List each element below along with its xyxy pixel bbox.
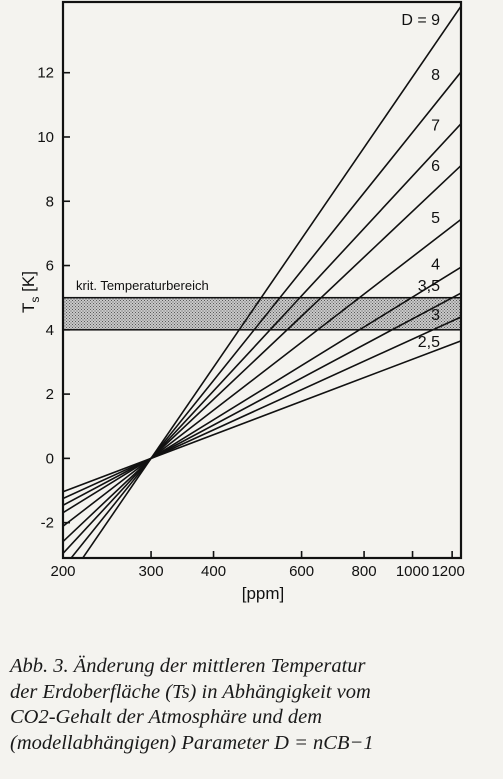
y-tick-label: 8 — [46, 193, 54, 210]
x-tick-label: 800 — [352, 563, 377, 580]
caption-line: Abb. 3. Änderung der mittleren Temperatu… — [10, 655, 366, 677]
series-label: D = 9 — [401, 12, 440, 29]
y-axis-title-sub: s — [28, 297, 42, 303]
figure-caption: Abb. 3. Änderung der mittleren Temperatu… — [10, 654, 490, 756]
series-layer — [63, 5, 461, 558]
series-label: 3,5 — [418, 278, 440, 295]
x-tick-label: 300 — [139, 563, 164, 580]
x-axis-title: [ppm] — [242, 584, 285, 603]
series-labels: D = 9 8 7 6 5 4 3,5 3 2,5 — [401, 12, 440, 351]
x-tick-label: 200 — [50, 563, 75, 580]
series-line — [63, 123, 461, 554]
y-tick-label: -2 — [41, 515, 54, 532]
caption-line: CO2-Gehalt der Atmosphäre und dem — [10, 706, 323, 728]
caption-line: (modellabhängigen) Parameter D = nCB−1 — [10, 731, 374, 754]
y-tick-label: 2 — [46, 386, 54, 403]
x-tick-label: 1000 — [396, 563, 429, 580]
y-tick-label: 12 — [37, 65, 54, 82]
y-axis-title-t: T — [19, 303, 38, 313]
chart: -2 0 2 4 6 8 10 12 200 300 400 600 800 1000 1200 D = … — [19, 0, 465, 603]
series-line — [81, 5, 461, 558]
caption-line: der Erdoberfläche (Ts) in Abhängigkeit v… — [10, 680, 371, 703]
band-label: krit. Temperaturbereich — [76, 278, 209, 293]
series-line — [63, 266, 461, 514]
y-axis-title: Ts [K] — [19, 271, 42, 313]
y-tick-label: 10 — [37, 129, 54, 146]
series-label: 2,5 — [418, 334, 440, 351]
x-tick-label: 400 — [201, 563, 226, 580]
x-tick-label: 1200 — [431, 563, 464, 580]
series-line — [63, 292, 461, 507]
series-label: 5 — [431, 210, 440, 227]
y-axis-title-unit: [K] — [19, 271, 38, 297]
series-label: 3 — [431, 307, 440, 324]
series-line — [63, 164, 461, 543]
series-label: 4 — [431, 257, 440, 274]
series-line — [70, 71, 461, 558]
plot-frame — [61, 0, 463, 560]
y-axis: -2 0 2 4 6 8 10 12 — [37, 65, 70, 532]
x-axis: 200 300 400 600 800 1000 1200 — [50, 551, 465, 580]
series-line — [63, 316, 461, 500]
series-label: 7 — [431, 117, 440, 134]
series-line — [63, 218, 461, 527]
x-tick-label: 600 — [289, 563, 314, 580]
series-line — [63, 340, 461, 493]
y-tick-label: 4 — [46, 322, 54, 339]
series-label: 8 — [431, 67, 440, 84]
y-tick-label: 0 — [46, 450, 54, 467]
y-tick-label: 6 — [46, 258, 54, 275]
series-label: 6 — [431, 158, 440, 175]
